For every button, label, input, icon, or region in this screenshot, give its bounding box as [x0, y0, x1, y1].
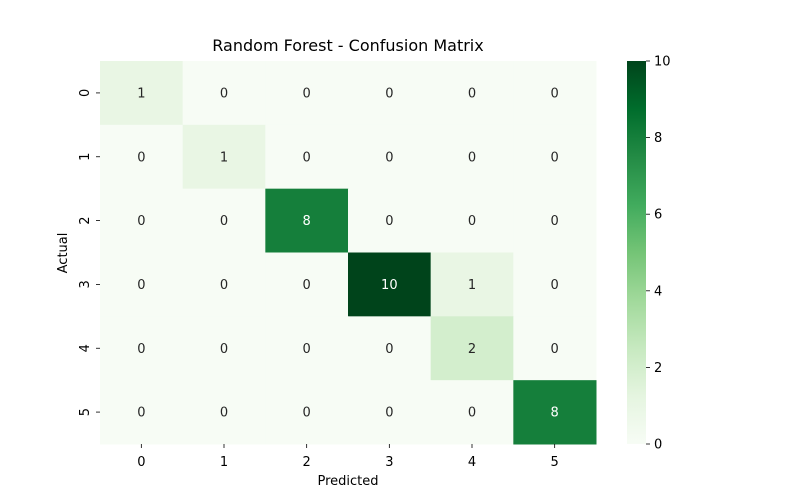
heatmap-cell-2-5 — [513, 188, 597, 253]
colorbar-tick-label: 0 — [654, 438, 662, 453]
heatmap-cell-1-4 — [430, 124, 514, 190]
heatmap-cell-4-3 — [348, 316, 432, 381]
cell-value-label: 0 — [220, 406, 228, 421]
cell-value-label: 0 — [220, 86, 228, 101]
heatmap-cell-4-4 — [430, 316, 514, 381]
heatmap-cell-5-5 — [513, 380, 597, 445]
colorbar — [627, 61, 646, 444]
cell-value-label: 0 — [303, 86, 311, 101]
heatmap-cell-3-4 — [430, 252, 514, 317]
y-tick-label: 0 — [78, 89, 93, 97]
heatmap-cell-5-2 — [265, 380, 349, 445]
x-axis-ticks: 0 1 2 3 4 5 — [137, 444, 559, 470]
cell-value-label: 0 — [137, 342, 145, 357]
colorbar-tick-label: 2 — [654, 361, 662, 376]
x-axis-label: Predicted — [317, 474, 378, 489]
heatmap-cell-5-4 — [430, 380, 514, 445]
cell-value-label: 8 — [303, 214, 311, 229]
heatmap-cell-3-3 — [348, 252, 432, 317]
heatmap-cell-1-3 — [348, 124, 432, 190]
heatmap-cell-1-5 — [513, 124, 597, 190]
cell-value-label: 0 — [551, 214, 559, 229]
heatmap-cell-2-4 — [430, 188, 514, 253]
y-tick-label: 4 — [78, 344, 93, 352]
heatmap-cell-3-5 — [513, 252, 597, 317]
heatmap-cell-2-1 — [182, 188, 266, 253]
heatmap-cell-0-1 — [182, 61, 266, 126]
cell-value-label: 0 — [137, 150, 145, 165]
x-tick-label: 4 — [468, 455, 476, 470]
heatmap-cell-4-0 — [100, 316, 184, 381]
y-tick-label: 1 — [78, 153, 93, 161]
heatmap-cell-4-1 — [182, 316, 266, 381]
x-tick-label: 2 — [303, 455, 311, 470]
cell-value-label: 0 — [137, 214, 145, 229]
cell-value-label: 0 — [385, 86, 393, 101]
y-tick-label: 5 — [78, 408, 93, 416]
colorbar-tick-label: 4 — [654, 284, 662, 299]
heatmap-cell-3-2 — [265, 252, 349, 317]
cell-value-label: 0 — [468, 86, 476, 101]
heatmap-cell-5-3 — [348, 380, 432, 445]
heatmap-cell-0-5 — [513, 61, 597, 126]
heatmap-cell-1-2 — [265, 124, 349, 190]
cell-value-label: 0 — [551, 150, 559, 165]
chart-title: Random Forest - Confusion Matrix — [212, 36, 483, 55]
cell-value-label: 0 — [303, 342, 311, 357]
y-tick-label: 3 — [78, 280, 93, 288]
x-tick-label: 5 — [551, 455, 559, 470]
colorbar-tick-label: 6 — [654, 208, 662, 223]
cell-value-label: 8 — [551, 406, 559, 421]
y-axis-ticks: 0 1 2 3 4 5 — [78, 89, 100, 416]
y-axis-label: Actual — [56, 233, 71, 274]
cell-value-label: 1 — [220, 150, 228, 165]
cell-value-label: 0 — [303, 278, 311, 293]
heatmap-cell-2-2 — [265, 188, 349, 253]
heatmap-cells: 1 0 0 0 0 00 1 0 0 0 00 0 8 0 0 00 0 0 10 1 00 0 0 0 2 00 0 0 0 0 8 — [100, 61, 597, 445]
colorbar-ticks: 0 2 4 6 8 10 — [646, 55, 671, 453]
heatmap-cell-4-2 — [265, 316, 349, 381]
heatmap-cell-3-1 — [182, 252, 266, 317]
cell-value-label: 0 — [137, 406, 145, 421]
cell-value-label: 0 — [468, 150, 476, 165]
x-tick-label: 0 — [137, 455, 145, 470]
heatmap-cell-1-1 — [182, 124, 266, 190]
heatmap-cell-0-0 — [100, 61, 184, 126]
heatmap-cell-4-5 — [513, 316, 597, 381]
cell-value-label: 0 — [385, 150, 393, 165]
heatmap-cell-2-0 — [100, 188, 184, 253]
cell-value-label: 0 — [220, 214, 228, 229]
cell-value-label: 1 — [137, 86, 145, 101]
cell-value-label: 2 — [468, 342, 476, 357]
cell-value-label: 1 — [468, 278, 476, 293]
cell-value-label: 10 — [381, 278, 398, 293]
cell-value-label: 0 — [220, 278, 228, 293]
cell-value-label: 0 — [303, 150, 311, 165]
cell-value-label: 0 — [551, 86, 559, 101]
cell-value-label: 0 — [468, 406, 476, 421]
cell-value-label: 0 — [385, 406, 393, 421]
heatmap-cell-0-4 — [430, 61, 514, 126]
cell-value-label: 0 — [551, 342, 559, 357]
heatmap-cell-5-1 — [182, 380, 266, 445]
cell-value-label: 0 — [551, 278, 559, 293]
heatmap-cell-2-3 — [348, 188, 432, 253]
cell-value-label: 0 — [303, 406, 311, 421]
x-tick-label: 1 — [220, 455, 228, 470]
x-tick-label: 3 — [385, 455, 393, 470]
cell-value-label: 0 — [137, 278, 145, 293]
colorbar-tick-label: 8 — [654, 131, 662, 146]
cell-value-label: 0 — [468, 214, 476, 229]
cell-value-label: 0 — [385, 342, 393, 357]
heatmap-cell-0-2 — [265, 61, 349, 126]
cell-value-label: 0 — [385, 214, 393, 229]
y-tick-label: 2 — [78, 216, 93, 224]
colorbar-tick-label: 10 — [654, 55, 671, 70]
heatmap-cell-5-0 — [100, 380, 184, 445]
heatmap-cell-3-0 — [100, 252, 184, 317]
heatmap-cell-1-0 — [100, 124, 184, 190]
cell-value-label: 0 — [220, 342, 228, 357]
heatmap-cell-0-3 — [348, 61, 432, 126]
